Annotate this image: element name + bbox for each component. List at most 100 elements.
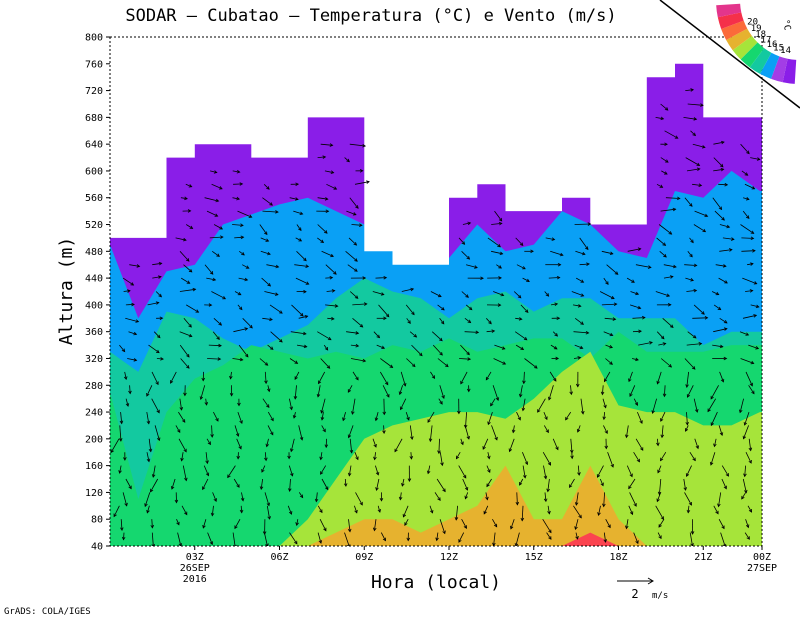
wind-vector (293, 385, 298, 400)
wind-vector (123, 289, 131, 293)
wind-vector (687, 251, 693, 258)
wind-vector (202, 478, 209, 491)
wind-vector (295, 519, 299, 527)
y-tick-label: 40 (91, 542, 103, 553)
wind-vector (352, 302, 368, 306)
wind-vector (398, 492, 403, 501)
wind-vector (296, 251, 307, 262)
wind-vector (711, 291, 720, 296)
wind-vector (573, 330, 590, 335)
y-tick-label: 600 (85, 166, 103, 177)
wind-vector (542, 451, 551, 466)
wind-vector (379, 492, 384, 502)
wind-vector (687, 103, 704, 107)
wind-vector (179, 251, 190, 262)
wind-vector (660, 142, 668, 147)
wind-vector (551, 356, 560, 361)
wind-vector (128, 331, 138, 336)
wind-vector (148, 438, 153, 453)
wind-vector (210, 170, 218, 174)
wind-vector (409, 452, 414, 460)
wind-vector (660, 411, 666, 422)
wind-vector (486, 303, 502, 307)
wind-vector (745, 371, 753, 387)
wind-vector (600, 385, 605, 396)
wind-vector (713, 438, 717, 448)
wind-vector (662, 318, 674, 328)
wind-vector (720, 532, 727, 546)
wind-vector (372, 291, 385, 296)
wind-vector (460, 344, 470, 356)
wind-vector (656, 183, 664, 188)
wind-vector (515, 344, 525, 351)
wind-vector (350, 358, 367, 363)
wind-vector (464, 330, 480, 335)
wind-vector (146, 412, 151, 425)
wind-vector (658, 518, 665, 528)
wind-vector (179, 287, 197, 292)
wind-vector (150, 519, 155, 529)
x-tick-year: 2016 (183, 574, 207, 585)
wind-vector (374, 411, 379, 422)
wind-vector (439, 519, 446, 535)
wind-vectors (110, 88, 761, 546)
wind-vector (179, 344, 190, 358)
wind-vector (321, 425, 326, 433)
x-tick-date: 27SEP (747, 563, 777, 574)
wind-vector (343, 478, 348, 487)
wind-vector (262, 210, 279, 214)
plot-area (110, 37, 762, 546)
wind-vector (518, 385, 523, 398)
wind-vector (718, 519, 725, 530)
wind-vector (398, 385, 403, 396)
wind-vector (437, 304, 445, 311)
colorbar-segment (717, 12, 744, 29)
colorbar-segment (732, 35, 758, 60)
wind-vector (687, 331, 697, 339)
wind-vector (742, 197, 750, 201)
wind-vector (354, 505, 358, 514)
wind-vector (465, 304, 473, 311)
wind-vector (261, 277, 272, 287)
wind-vector (721, 478, 727, 490)
y-tick-label: 360 (85, 327, 103, 338)
wind-vector (372, 519, 377, 532)
wind-vector (455, 451, 461, 460)
data-ceiling (110, 37, 762, 265)
wind-vector (180, 277, 191, 284)
wind-vector (207, 532, 213, 546)
wind-vector (242, 264, 250, 269)
colorbar-segment (749, 48, 772, 74)
wind-vector (213, 411, 219, 422)
wind-vector (493, 358, 507, 365)
wind-vector (349, 438, 354, 454)
wind-vector (719, 248, 733, 252)
wind-vector (571, 291, 585, 297)
wind-vector (319, 519, 327, 532)
y-tick-label: 120 (85, 488, 103, 499)
wind-vector (314, 492, 319, 503)
wind-vector (183, 318, 192, 328)
wind-vector (493, 291, 505, 297)
wind-vector (404, 519, 409, 526)
colorbar-segment (726, 28, 752, 51)
wind-vector (320, 143, 334, 147)
wind-vector (319, 452, 323, 461)
wind-vector (543, 465, 548, 480)
wind-vector (262, 519, 267, 535)
wind-vector (264, 452, 268, 462)
wind-vector (174, 492, 179, 504)
wind-vector (180, 452, 184, 462)
wind-vector (739, 398, 744, 414)
wind-vector (170, 478, 176, 490)
wind-vector (710, 411, 718, 427)
colorbar-level-label: 18 (755, 30, 766, 40)
wind-vector (690, 519, 695, 535)
wind-vector (347, 519, 352, 533)
wind-vector (542, 518, 552, 534)
wind-vector (401, 287, 415, 292)
wind-reference: 2 m/s (617, 577, 668, 601)
wind-vector (660, 157, 669, 163)
wind-vector (633, 532, 639, 545)
wind-vector (490, 398, 496, 407)
